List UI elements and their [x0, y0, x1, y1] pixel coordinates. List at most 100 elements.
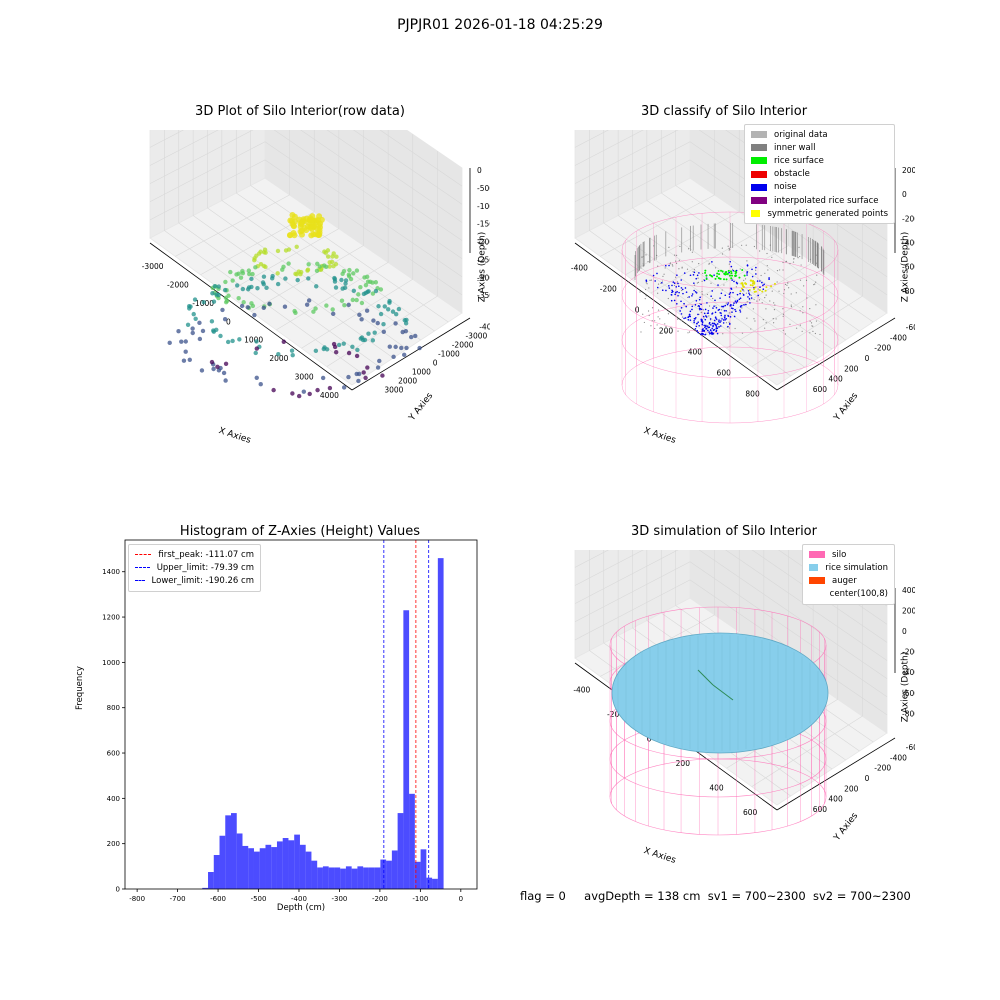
hist-bar: [219, 835, 226, 889]
point: [190, 326, 195, 331]
z-tick-label: -800: [902, 709, 915, 718]
point: [365, 279, 371, 284]
point: [264, 285, 269, 291]
hist-bars: [202, 558, 444, 889]
point: [417, 345, 422, 351]
noise-point: [755, 273, 757, 275]
original-point: [746, 260, 748, 262]
footer-flag: flag = 0: [520, 889, 566, 903]
legend-line: [135, 567, 150, 569]
x-tick-label: -400: [571, 264, 588, 273]
legend-swatch: [751, 131, 767, 139]
point: [378, 287, 384, 292]
figure-suptitle: PJPJR01 2026-01-18 04:25:29: [397, 17, 603, 33]
hist-bar: [294, 834, 300, 889]
noise-point: [724, 304, 727, 307]
noise-point: [715, 329, 718, 332]
noise-point: [668, 285, 670, 287]
noise-point: [701, 322, 704, 324]
noise-point: [728, 293, 731, 295]
noise-point: [713, 328, 716, 331]
original-point: [746, 301, 748, 303]
point: [275, 248, 281, 254]
point: [331, 263, 336, 269]
point: [314, 284, 319, 289]
noise-point: [748, 293, 751, 296]
original-point: [677, 330, 679, 332]
rice-surface-point: [738, 276, 741, 279]
point: [276, 351, 281, 357]
noise-point: [691, 294, 693, 297]
original-point: [757, 288, 759, 290]
noise-point: [715, 318, 718, 320]
point: [230, 338, 235, 344]
original-point: [784, 333, 787, 335]
original-point: [702, 309, 705, 311]
noise-point: [685, 291, 688, 293]
original-point: [701, 280, 703, 282]
original-point: [799, 324, 801, 326]
noise-point: [689, 315, 692, 318]
point: [260, 280, 266, 285]
noise-point: [712, 307, 714, 309]
rice-surface-point: [726, 272, 729, 275]
point: [236, 271, 241, 276]
noise-point: [716, 323, 719, 325]
symmetric-point: [748, 289, 751, 292]
original-point: [810, 322, 813, 324]
z-tick-label: -500: [477, 184, 490, 193]
original-point: [642, 255, 644, 258]
noise-point: [679, 310, 681, 312]
z-tick-label: 0: [902, 627, 907, 636]
hist-bar: [202, 887, 209, 889]
hist-bar: [231, 813, 237, 889]
noise-point: [725, 309, 727, 312]
y-tick-label: -1000: [438, 350, 460, 359]
point: [211, 366, 216, 372]
noise-point: [713, 274, 715, 276]
footer-sv2: sv2 = 700~2300: [812, 889, 911, 903]
legend-entry: obstacle: [751, 168, 888, 181]
original-point: [752, 308, 754, 310]
noise-point: [702, 328, 704, 330]
noise-point: [744, 303, 747, 306]
noise-point: [682, 292, 684, 295]
point: [294, 244, 299, 250]
noise-point: [698, 307, 701, 310]
hist-bar: [374, 867, 381, 889]
point: [237, 337, 242, 342]
rice-surface-point: [723, 278, 726, 281]
noise-point: [703, 312, 706, 315]
hist-bar: [432, 878, 438, 889]
rice-surface-point: [743, 274, 746, 277]
original-point: [681, 266, 683, 268]
noise-point: [677, 294, 679, 297]
original-point: [641, 256, 643, 258]
noise-point: [729, 291, 732, 294]
point-top: [310, 222, 317, 229]
symmetric-point: [773, 282, 776, 285]
original-point: [703, 317, 705, 319]
noise-point: [681, 288, 684, 291]
noise-point: [670, 293, 673, 296]
y-tick-label: 0: [433, 359, 438, 368]
point: [332, 279, 338, 284]
noise-point: [732, 307, 734, 310]
hist-bar: [311, 860, 318, 889]
noise-point: [695, 299, 698, 302]
y-tick-label: 3000: [384, 386, 403, 395]
y-tick-label: 200: [107, 840, 120, 848]
point: [241, 300, 246, 305]
original-point: [799, 310, 801, 312]
original-point: [712, 297, 714, 300]
noise-point: [730, 303, 732, 306]
point: [346, 272, 352, 277]
noise-point: [720, 314, 723, 317]
hist-bar: [305, 851, 312, 889]
x-tick-label: -3000: [142, 262, 164, 271]
noise-point: [697, 321, 699, 323]
symmetric-point: [770, 285, 773, 288]
point: [396, 306, 402, 312]
